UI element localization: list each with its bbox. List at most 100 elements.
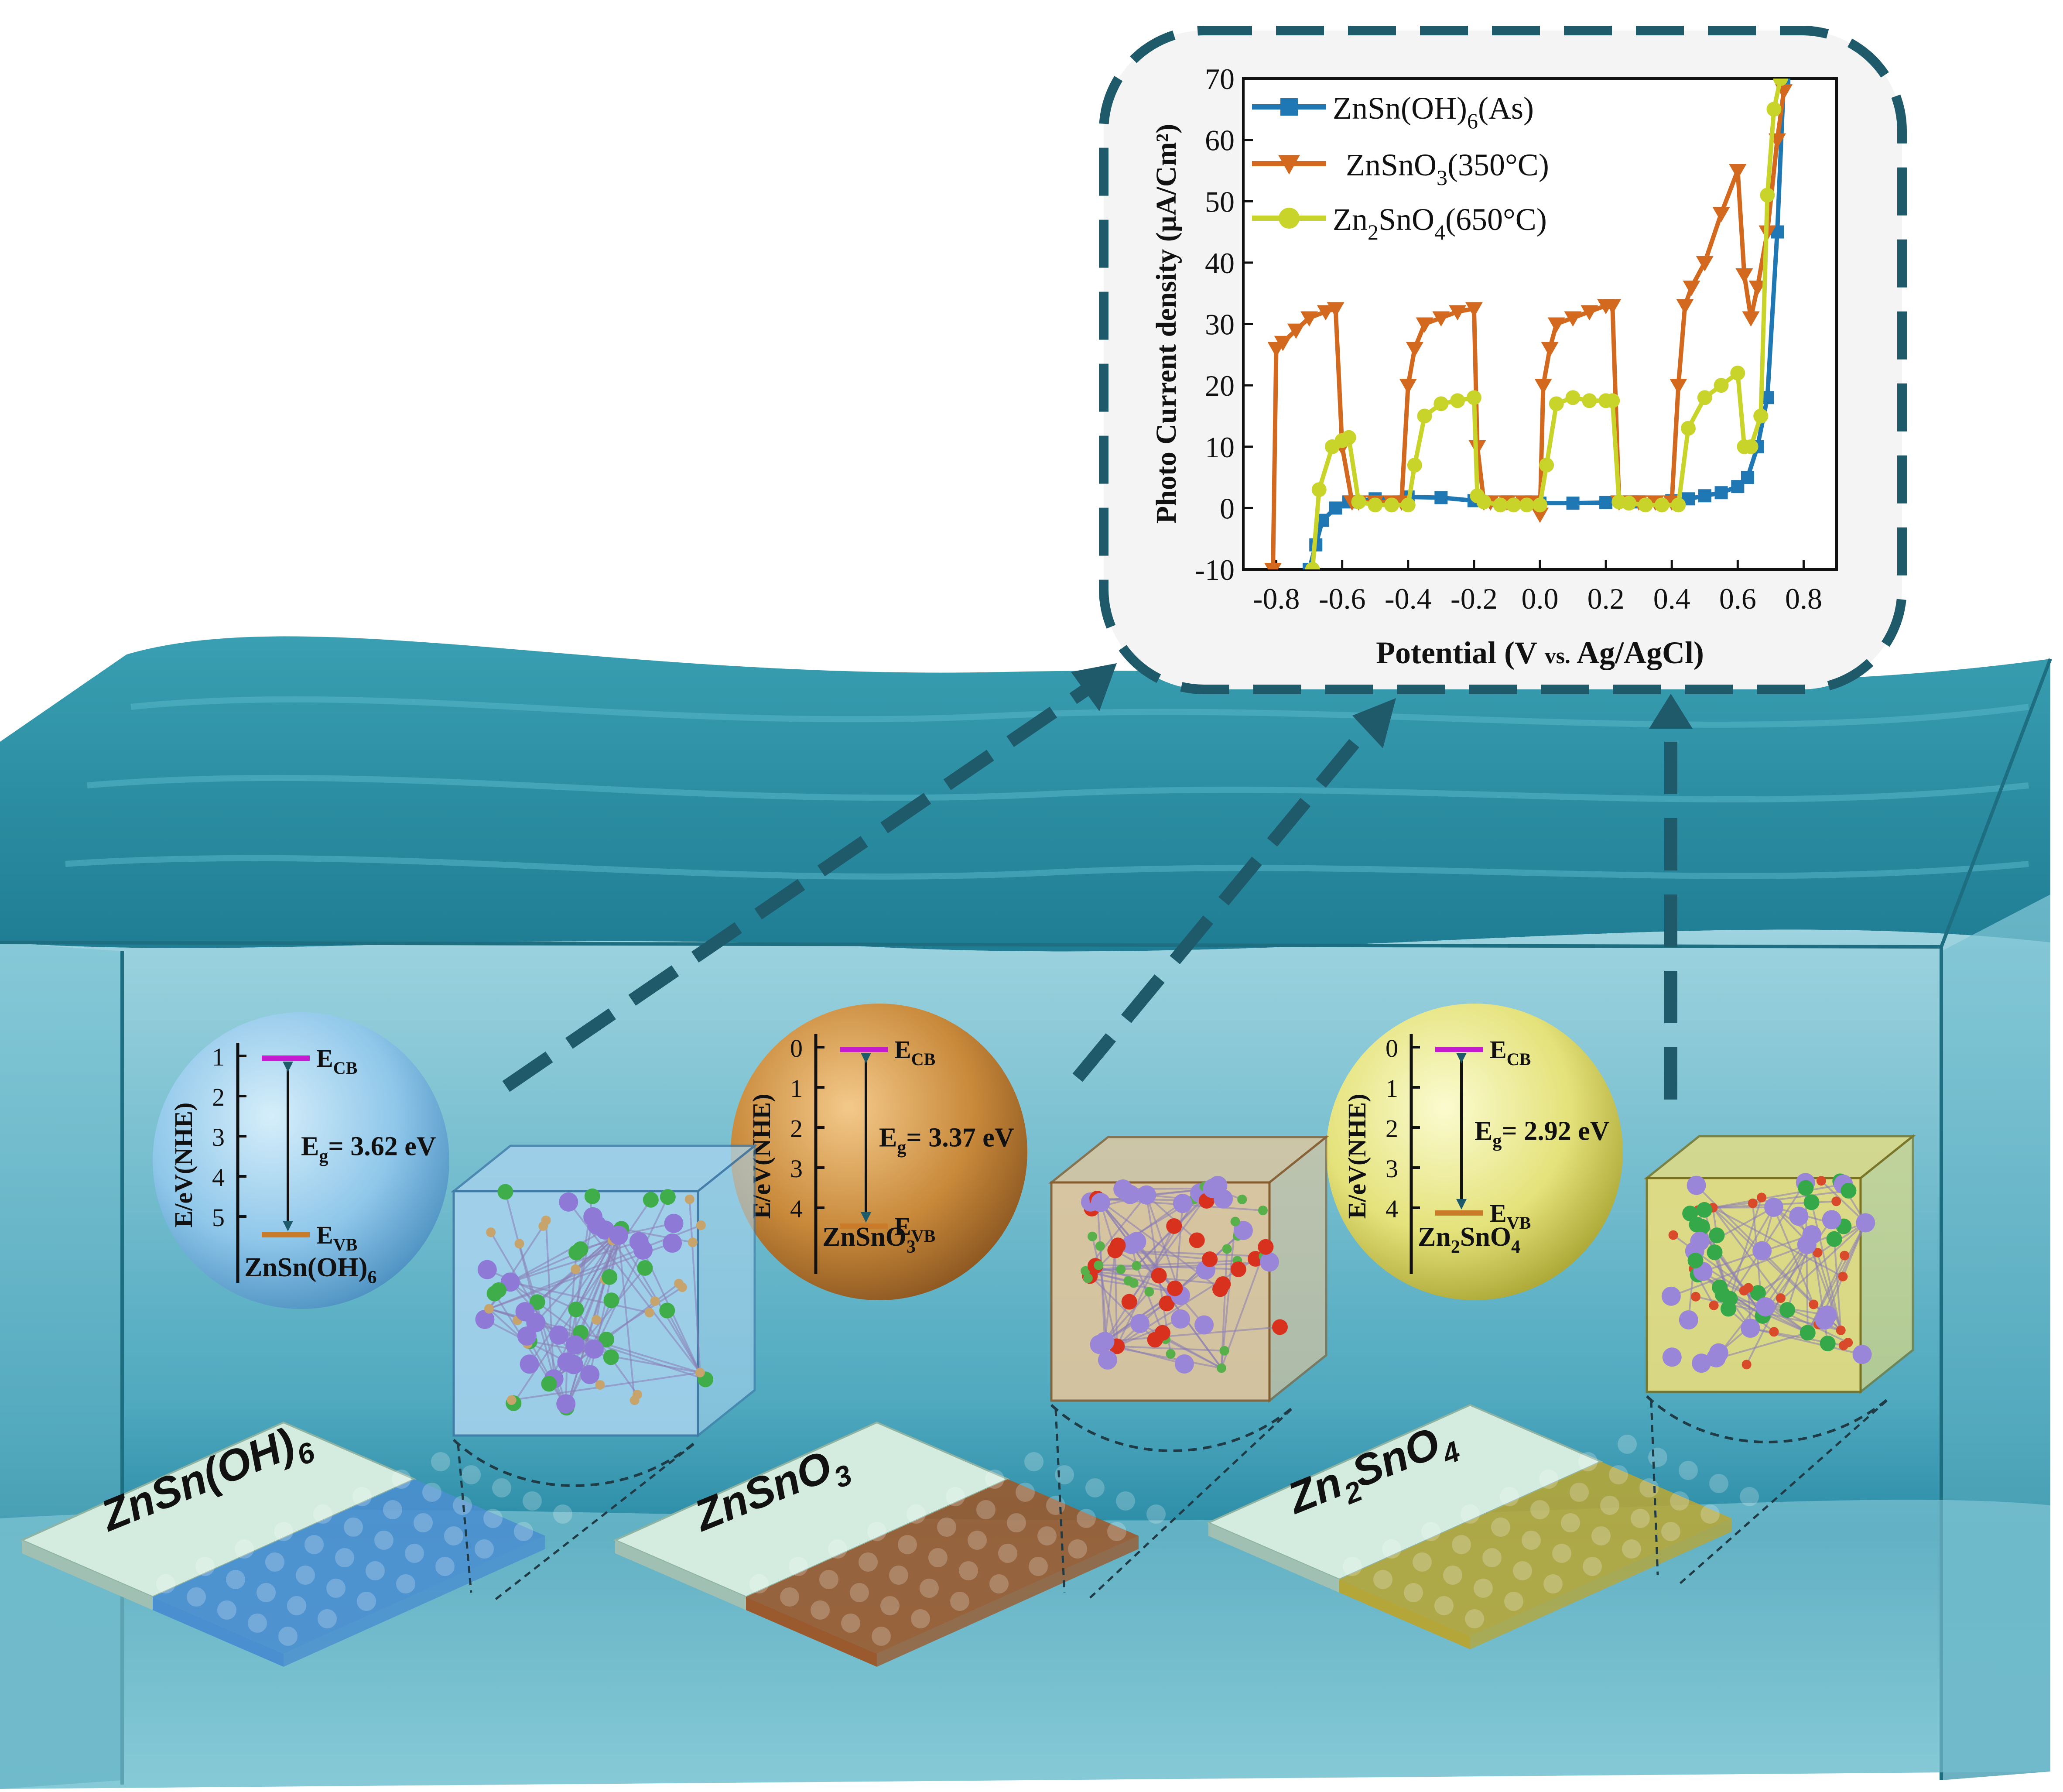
atom [1129, 1278, 1139, 1288]
coating [746, 1479, 1139, 1654]
grain [1591, 1526, 1611, 1545]
atom [497, 1184, 513, 1200]
atom [1095, 1241, 1105, 1251]
band-diagram-zhs: 1 2 3 4 5 E/eV(NHE) ECB EVB Eg= 3.62 eV ZnSn(OH)6 [153, 1012, 449, 1309]
grain [344, 1518, 363, 1537]
atom [1826, 1231, 1842, 1247]
bond [1773, 1207, 1815, 1305]
coating-edge-side [1470, 1518, 1732, 1649]
atom [1687, 1175, 1706, 1195]
atom [477, 1260, 497, 1279]
atom [1230, 1261, 1246, 1277]
atom [696, 1220, 706, 1230]
grain [1570, 1483, 1589, 1502]
grain [226, 1570, 245, 1589]
atom [1838, 1271, 1848, 1281]
grain [1670, 1491, 1689, 1511]
atom [1174, 1354, 1194, 1374]
atom [1258, 1239, 1274, 1255]
bond [1721, 1206, 1775, 1295]
atom [1741, 1319, 1760, 1338]
data-point [1432, 311, 1450, 327]
atom [1233, 1221, 1253, 1240]
arrow-zso3-head [1352, 698, 1396, 748]
data-point [1493, 497, 1508, 513]
atom [1222, 1244, 1232, 1254]
water-ripples [65, 696, 2029, 880]
grain [1373, 1570, 1392, 1589]
atom [633, 1240, 653, 1260]
bond [1730, 1298, 1827, 1316]
atom [584, 1188, 600, 1204]
x-tick-label: 0.2 [1587, 582, 1625, 615]
grain [318, 1609, 337, 1628]
grain [1552, 1544, 1571, 1563]
y-tick-label: 40 [1205, 247, 1235, 280]
legend-label-zhs: ZnSn(OH)6(As) [1333, 91, 1534, 133]
atom [529, 1294, 545, 1310]
data-point [1730, 366, 1745, 380]
grain [352, 1487, 372, 1506]
data-point [1566, 497, 1580, 510]
grain [1085, 1478, 1105, 1497]
data-point [1531, 507, 1549, 523]
bond [486, 1268, 577, 1310]
data-point [1287, 323, 1305, 339]
bond [1098, 1264, 1137, 1267]
atom [1696, 1202, 1712, 1218]
grain [898, 1535, 917, 1554]
y-tick-label: 0 [1220, 492, 1235, 525]
data-point [1449, 305, 1467, 321]
energy-tick-label: 1 [790, 1074, 803, 1103]
atom [1714, 1286, 1731, 1302]
grain [946, 1487, 965, 1506]
atom [695, 1367, 705, 1377]
grain [514, 1522, 533, 1541]
bond [1820, 1180, 1866, 1223]
evb-label: EVB [894, 1212, 935, 1246]
bond [1713, 1189, 1849, 1209]
bond [1729, 1182, 1806, 1299]
zoom-arc [452, 1439, 699, 1487]
atom [603, 1349, 619, 1365]
atom [1668, 1230, 1678, 1240]
grain [287, 1596, 306, 1615]
legend-marker-zhs [1280, 98, 1298, 116]
x-axis-label: Potential (V vs. Ag/AgCl) [1376, 635, 1704, 670]
data-point [1760, 188, 1775, 203]
atom [1750, 1285, 1766, 1301]
atom [1720, 1301, 1736, 1317]
grain [1116, 1491, 1135, 1511]
atom [599, 1331, 615, 1347]
y-tick-label: -10 [1195, 553, 1235, 586]
grain [959, 1561, 978, 1580]
atom [1739, 1286, 1749, 1296]
atom [659, 1302, 675, 1319]
bond [575, 1240, 613, 1310]
grain [1465, 1609, 1484, 1628]
y-tick-label: 50 [1205, 185, 1235, 218]
grain [985, 1470, 1004, 1489]
atom [1214, 1189, 1233, 1209]
data-point [1622, 496, 1636, 511]
data-point [1317, 305, 1334, 321]
atom [584, 1339, 604, 1359]
arrow-zhs-head [1071, 663, 1117, 711]
coating [153, 1479, 545, 1654]
grain [217, 1600, 236, 1620]
band-gap-label: Eg= 3.62 eV [301, 1132, 436, 1167]
bond [1220, 1221, 1236, 1368]
bond [1712, 1207, 1844, 1278]
atom [1216, 1363, 1226, 1373]
atom [1202, 1251, 1218, 1267]
data-point [1434, 491, 1448, 504]
atom [549, 1325, 569, 1345]
atom [1173, 1194, 1192, 1213]
energy-tick-label: 2 [1386, 1114, 1398, 1143]
data-point [1300, 311, 1318, 327]
data-point [1698, 489, 1711, 503]
data-point [1670, 379, 1687, 394]
atom [568, 1301, 584, 1317]
atom [1132, 1261, 1142, 1271]
